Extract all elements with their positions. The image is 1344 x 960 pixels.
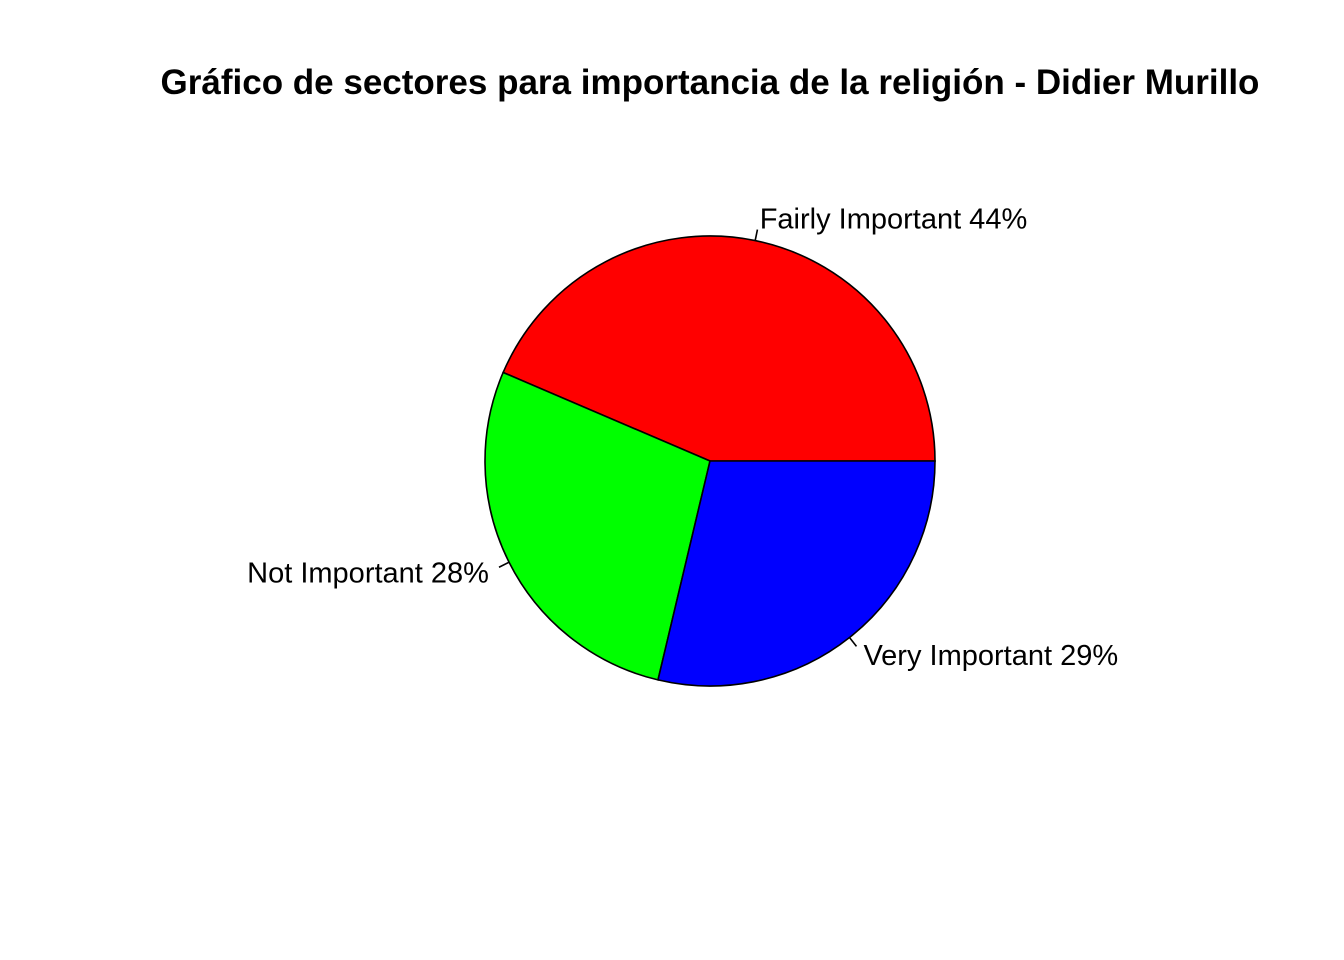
pie-slices xyxy=(484,235,936,687)
pie-slice-label: Not Important 28% xyxy=(247,557,489,589)
pie-slice xyxy=(657,460,936,687)
chart-title: Gráfico de sectores para importancia de … xyxy=(161,63,1260,102)
pie-slice xyxy=(502,235,936,462)
pie-leader-line xyxy=(754,229,759,241)
pie-slice xyxy=(484,371,711,681)
pie-slice-label: Fairly Important 44% xyxy=(760,204,1028,236)
pie-leader-line xyxy=(498,561,510,568)
pie-labels: Fairly Important 44% Not Important 28% Ver… xyxy=(247,204,1118,673)
pie-leader-line xyxy=(848,637,858,647)
pie-slice-label: Very Important 29% xyxy=(863,640,1118,672)
